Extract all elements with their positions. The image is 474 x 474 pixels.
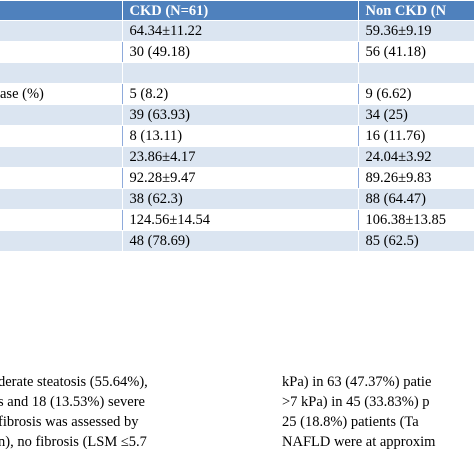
header-cell-non-ckd: Non CKD (N	[357, 0, 474, 21]
header-cell-label	[0, 0, 122, 21]
table-row: 8 (13.11) 16 (11.76)	[0, 125, 474, 147]
table-row: 39 (63.93) 34 (25)	[0, 104, 474, 126]
text-line: kPa) in 63 (47.37%) patie	[282, 374, 432, 390]
table-cell-non-ckd: 16 (11.76)	[357, 125, 474, 147]
table-cell-label: ase (%)	[0, 83, 122, 105]
table-row: 124.56±14.54 106.38±13.85	[0, 209, 474, 231]
text-line: 25 (18.8%) patients (Ta	[282, 414, 419, 430]
text-line: derate steatosis (55.64%),	[0, 374, 148, 390]
table-cell-non-ckd: 89.26±9.83	[357, 167, 474, 189]
table-cell-ckd: 5 (8.2)	[121, 83, 358, 105]
table-cell-label	[0, 230, 122, 252]
table-row	[0, 62, 474, 84]
table-row: 23.86±4.17 24.04±3.92	[0, 146, 474, 168]
data-table: CKD (N=61) Non CKD (N 64.34±11.22 59.36±9…	[0, 0, 474, 252]
table-row: 38 (62.3) 88 (64.47)	[0, 188, 474, 210]
table-body: 64.34±11.22 59.36±9.19 30 (49.18) 56 (41.18…	[0, 20, 474, 252]
table-cell-non-ckd: 106.38±13.85	[357, 209, 474, 231]
table-cell-non-ckd: 85 (62.5)	[357, 230, 474, 252]
text-column-right: kPa) in 63 (47.37%) patie >7 kPa) in 45 …	[282, 372, 474, 452]
table-cell-ckd: 30 (49.18)	[121, 41, 358, 63]
table-cell-ckd: 38 (62.3)	[121, 188, 358, 210]
table-cell-label	[0, 209, 122, 231]
table-cell-ckd: 92.28±9.47	[121, 167, 358, 189]
table-row: 48 (78.69) 85 (62.5)	[0, 230, 474, 252]
text-line: NAFLD were at approxim	[282, 434, 436, 450]
table-cell-non-ckd: 34 (25)	[357, 104, 474, 126]
table-cell-label	[0, 41, 122, 63]
table-cell-label	[0, 146, 122, 168]
table-cell-ckd: 8 (13.11)	[121, 125, 358, 147]
table-header-row: CKD (N=61) Non CKD (N	[0, 0, 474, 21]
table-cell-non-ckd: 56 (41.18)	[357, 41, 474, 63]
table-cell-ckd	[121, 62, 358, 84]
text-column-left: derate steatosis (55.64%), s and 18 (13.…	[0, 372, 238, 452]
table-row: 64.34±11.22 59.36±9.19	[0, 20, 474, 42]
table-cell-label	[0, 188, 122, 210]
table-cell-ckd: 48 (78.69)	[121, 230, 358, 252]
table-row: 30 (49.18) 56 (41.18)	[0, 41, 474, 63]
table-cell-non-ckd: 88 (64.47)	[357, 188, 474, 210]
table-cell-non-ckd: 59.36±9.19	[357, 20, 474, 42]
table-cell-ckd: 124.56±14.54	[121, 209, 358, 231]
text-line: >7 kPa) in 45 (33.83%) p	[282, 394, 430, 410]
table-cell-non-ckd: 24.04±3.92	[357, 146, 474, 168]
table-cell-label	[0, 20, 122, 42]
table-cell-non-ckd: 9 (6.62)	[357, 83, 474, 105]
table-cell-label	[0, 167, 122, 189]
text-line: fibrosis was assessed by	[0, 414, 139, 430]
text-line: s and 18 (13.53%) severe	[0, 394, 145, 410]
table-row: 92.28±9.47 89.26±9.83	[0, 167, 474, 189]
table-cell-label	[0, 104, 122, 126]
text-line: n), no fibrosis (LSM ≤5.7	[0, 434, 147, 450]
header-cell-ckd: CKD (N=61)	[121, 0, 358, 21]
table-cell-label	[0, 125, 122, 147]
table-row: ase (%) 5 (8.2) 9 (6.62)	[0, 83, 474, 105]
table-cell-ckd: 64.34±11.22	[121, 20, 358, 42]
table-cell-ckd: 39 (63.93)	[121, 104, 358, 126]
data-table-container: CKD (N=61) Non CKD (N 64.34±11.22 59.36±9…	[0, 0, 474, 252]
table-cell-non-ckd	[357, 62, 474, 84]
table-cell-label	[0, 62, 122, 84]
table-cell-ckd: 23.86±4.17	[121, 146, 358, 168]
